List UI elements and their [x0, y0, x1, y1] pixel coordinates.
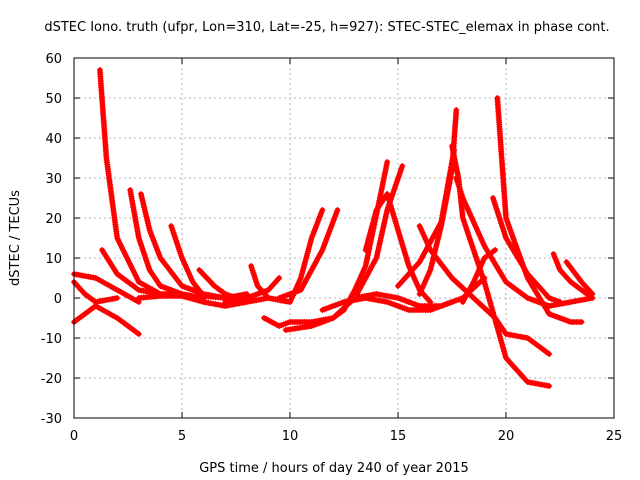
y-tick-label: -10: [41, 332, 62, 347]
series-29: [563, 259, 596, 297]
series-16: [282, 163, 406, 333]
y-tick-label: 0: [54, 292, 62, 307]
series-1: [71, 303, 142, 337]
series-markers: [196, 267, 239, 301]
x-tick-label: 10: [282, 429, 299, 444]
series-markers: [563, 259, 596, 297]
series-2: [71, 271, 142, 305]
chart-title: dSTEC Iono. truth (ufpr, Lon=310, Lat=-2…: [44, 20, 609, 35]
x-tick-label: 0: [70, 429, 78, 444]
series-markers: [459, 247, 499, 305]
series-markers: [96, 67, 185, 299]
y-tick-label: -30: [41, 412, 62, 427]
y-tick-label: 40: [45, 132, 62, 147]
axis-ticks: 0 5 10 15 20 25 -30 -20 -10 0 10 20 30 40 50 60: [41, 52, 623, 444]
y-tick-label: -20: [41, 372, 62, 387]
y-tick-label: 60: [45, 52, 62, 67]
x-axis-label: GPS time / hours of day 240 of year 2015: [199, 461, 469, 476]
series-24: [453, 175, 553, 309]
series-layer: [71, 67, 596, 389]
series-markers: [490, 195, 563, 305]
x-tick-label: 5: [178, 429, 186, 444]
y-tick-label: 20: [45, 212, 62, 227]
series-10: [196, 267, 239, 301]
series-28: [550, 251, 596, 301]
series-markers: [276, 207, 341, 301]
series-markers: [449, 143, 553, 389]
series-12: [222, 275, 283, 305]
series-25: [459, 247, 499, 305]
series-14: [276, 207, 341, 301]
series-markers: [453, 175, 553, 309]
y-tick-label: 50: [45, 92, 62, 107]
x-tick-label: 20: [498, 429, 515, 444]
series-markers: [494, 95, 585, 325]
series-3: [71, 279, 121, 305]
y-tick-label: 30: [45, 172, 62, 187]
plot-frame: [73, 57, 615, 419]
series-markers: [550, 251, 596, 301]
y-axis-label: dSTEC / TECUs: [8, 190, 23, 286]
series-markers: [362, 191, 434, 305]
series-26: [490, 195, 563, 305]
x-tick-label: 25: [606, 429, 623, 444]
series-21: [416, 107, 460, 297]
x-tick-label: 15: [390, 429, 407, 444]
series-markers: [282, 163, 406, 333]
series-8: [168, 223, 250, 301]
series-markers: [71, 279, 121, 305]
series-markers: [265, 207, 326, 305]
series-markers: [71, 303, 142, 337]
series-markers: [168, 223, 250, 301]
series-markers: [222, 275, 283, 305]
series-13: [265, 207, 326, 305]
series-27: [494, 95, 585, 325]
series-30: [546, 295, 596, 309]
y-tick-label: 10: [45, 252, 62, 267]
series-markers: [546, 295, 596, 309]
